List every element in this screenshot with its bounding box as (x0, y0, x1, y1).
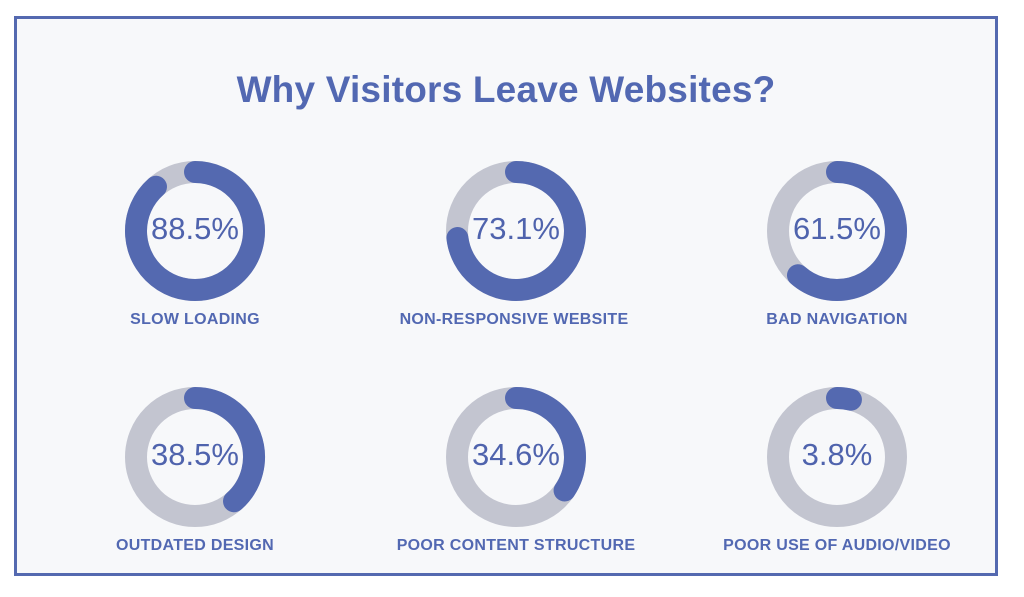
donut-percent-label: 88.5% (151, 211, 239, 246)
donut-chart (767, 387, 907, 527)
chart-title: Why Visitors Leave Websites? (236, 69, 776, 110)
donut-category-label: OUTDATED DESIGN (116, 537, 274, 554)
donut-percent-label: 61.5% (793, 211, 881, 246)
donut-value-arc (125, 161, 265, 301)
donut-slow-loading: 88.5% (123, 159, 267, 303)
donut-value-arc (446, 161, 586, 301)
donut-category-label: POOR USE OF AUDIO/VIDEO (723, 537, 951, 554)
donut-poor-content-structure: 34.6% (444, 385, 588, 529)
donut-chart (125, 387, 265, 527)
donut-chart (767, 161, 907, 301)
infographic-frame: Why Visitors Leave Websites? 88.5% SLOW … (14, 16, 998, 576)
donut-percent-label: 38.5% (151, 437, 239, 472)
donut-value-arc (786, 161, 907, 301)
donut-percent-label: 73.1% (472, 211, 560, 246)
donut-chart (125, 161, 265, 301)
donut-bad-navigation: 61.5% (765, 159, 909, 303)
donut-value-arc (184, 387, 265, 513)
donut-value-arc (826, 387, 862, 411)
donut-chart (446, 161, 586, 301)
donut-chart (446, 387, 586, 527)
donut-non-responsive: 73.1% (444, 159, 588, 303)
donut-outdated-design: 38.5% (123, 385, 267, 529)
donut-percent-label: 3.8% (801, 437, 873, 472)
donut-category-label: SLOW LOADING (130, 311, 260, 328)
donut-category-label: BAD NAVIGATION (766, 311, 908, 328)
donut-value-arc (505, 387, 586, 502)
donut-percent-label: 34.6% (472, 437, 560, 472)
donut-poor-audio-video: 3.8% (765, 385, 909, 529)
donut-category-label: POOR CONTENT STRUCTURE (396, 537, 636, 554)
donut-category-label: NON-RESPONSIVE WEBSITE (399, 311, 629, 328)
